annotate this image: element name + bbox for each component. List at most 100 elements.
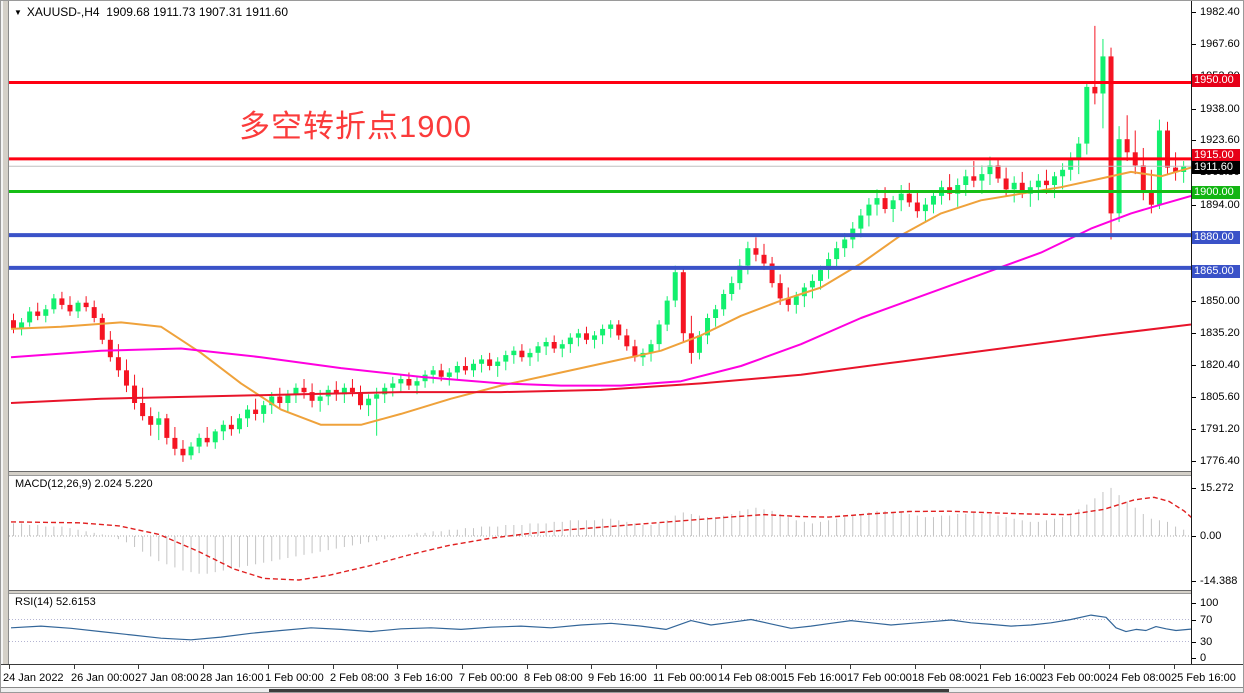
candle-body: [301, 387, 307, 393]
price-tag-1911.60: 1911.60: [1192, 161, 1240, 174]
candle-body: [713, 309, 719, 318]
candlestick-canvas[interactable]: [9, 1, 1191, 471]
candle-body: [834, 248, 840, 260]
candle-body: [487, 359, 493, 366]
candle-body: [123, 370, 129, 386]
candle-body: [75, 302, 81, 312]
time-tick-mark: [980, 665, 981, 669]
candle-body: [721, 294, 727, 310]
candle-body: [27, 311, 33, 323]
candle-body: [156, 418, 162, 425]
panel-separator[interactable]: [9, 471, 1243, 476]
candle-body: [51, 298, 57, 310]
price-tick-label: 1923.60: [1200, 134, 1240, 146]
time-tick-mark: [333, 665, 334, 669]
candle-body: [737, 265, 743, 284]
candle-body: [858, 215, 864, 229]
candle-body: [705, 318, 711, 336]
price-tick-label: 1791.20: [1200, 423, 1240, 435]
time-tick-mark: [74, 665, 75, 669]
scrollbar-thumb[interactable]: [269, 689, 949, 692]
candle-body: [317, 396, 323, 401]
rsi-axis-label: 70: [1200, 614, 1213, 626]
axis-tick-mark: [1192, 140, 1196, 141]
candle-body: [826, 259, 832, 270]
time-axis-label: 2 Feb 08:00: [330, 672, 389, 684]
time-axis-label: 21 Feb 16:00: [977, 672, 1042, 684]
axis-tick-mark: [1192, 109, 1196, 110]
candle-body: [930, 195, 936, 205]
candle-body: [818, 270, 823, 281]
candle-body: [1043, 180, 1049, 186]
macd-panel[interactable]: MACD(12,26,9) 2.024 5.220: [9, 476, 1191, 590]
candle-body: [874, 198, 880, 205]
candle-body: [1035, 180, 1041, 188]
panel-separator[interactable]: [9, 590, 1243, 594]
price-tag-1900.00: 1900.00: [1192, 186, 1240, 199]
candle-body: [559, 344, 565, 349]
price-tag-1915.00: 1915.00: [1192, 149, 1240, 162]
time-axis-label: 27 Jan 08:00: [135, 672, 199, 684]
main-chart-panel[interactable]: [9, 1, 1191, 471]
candle-body: [309, 392, 315, 401]
macd-axis-label: -14.388: [1200, 575, 1238, 587]
rsi-plot[interactable]: [9, 594, 1191, 664]
candle-body: [575, 333, 581, 338]
time-tick-mark: [915, 665, 916, 669]
candle-body: [269, 396, 275, 406]
candle-body: [1100, 56, 1106, 94]
candle-body: [1003, 178, 1009, 190]
candle-body: [19, 322, 25, 329]
candle-body: [922, 204, 928, 212]
chart-collapse-icon[interactable]: ▼: [14, 8, 22, 17]
axis-tick-mark: [1192, 205, 1196, 206]
candle-body: [462, 366, 468, 371]
candle-body: [955, 185, 961, 194]
price-tick-label: 1967.60: [1200, 38, 1240, 50]
axis-tick-mark: [1192, 429, 1196, 430]
candle-body: [769, 263, 775, 284]
time-axis[interactable]: 24 Jan 2022 26 Jan 00:00 27 Jan 08:00 28 Ja…: [1, 664, 1243, 687]
candle-body: [995, 165, 1001, 179]
time-axis-label: 25 Feb 16:00: [1171, 672, 1236, 684]
candle-body: [656, 324, 662, 345]
axis-tick-mark: [1192, 301, 1196, 302]
axis-tick-mark: [1192, 365, 1196, 366]
price-tag-1880.00: 1880.00: [1192, 231, 1240, 244]
candle-body: [777, 283, 783, 299]
candle-body: [1156, 130, 1162, 205]
candle-body: [519, 350, 525, 358]
candle-body: [212, 431, 218, 443]
candle-body: [543, 342, 549, 347]
rsi-canvas[interactable]: [9, 594, 1191, 664]
candlestick-plot[interactable]: [9, 1, 1191, 471]
horizontal-scrollbar[interactable]: [1, 687, 1243, 692]
axis-tick-mark: [1192, 620, 1196, 621]
time-tick-mark: [850, 665, 851, 669]
candle-body: [204, 437, 210, 443]
candle-body: [277, 396, 283, 403]
time-axis-label: 26 Jan 00:00: [71, 672, 135, 684]
price-axis[interactable]: 1982.401967.601952.801938.001923.601908.…: [1192, 1, 1243, 664]
time-axis-label: 18 Feb 08:00: [912, 672, 977, 684]
axis-tick-mark: [1192, 658, 1196, 659]
candle-body: [398, 379, 404, 384]
candle-body: [333, 389, 339, 395]
candle-body: [729, 283, 735, 294]
candle-body: [527, 352, 533, 358]
macd-canvas[interactable]: [9, 476, 1191, 590]
time-axis-label: 9 Feb 16:00: [588, 672, 647, 684]
macd-plot[interactable]: [9, 476, 1191, 590]
candle-body: [261, 405, 267, 414]
ma-slow-line: [10, 323, 1191, 404]
axis-tick-mark: [1192, 461, 1196, 462]
candle-body: [495, 361, 501, 366]
macd-label: MACD(12,26,9): [15, 478, 92, 490]
candle-body: [59, 298, 65, 305]
candle-body: [99, 318, 105, 340]
candle-body: [1116, 139, 1122, 214]
candle-body: [616, 324, 622, 336]
candle-body: [1108, 56, 1114, 214]
rsi-panel[interactable]: RSI(14) 52.6153: [9, 594, 1191, 664]
